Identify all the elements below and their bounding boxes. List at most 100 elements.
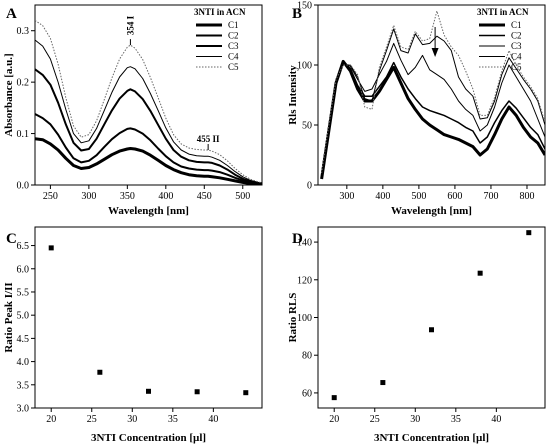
plot-frame	[317, 226, 546, 409]
panel-label: C	[6, 231, 17, 247]
y-tick-label: 150	[297, 1, 312, 12]
x-tick-label: 40	[491, 414, 501, 425]
x-tick-label: 500	[411, 191, 426, 202]
legend-entry: C1	[511, 20, 522, 30]
scatter-point	[380, 380, 386, 386]
x-tick-label: 800	[519, 191, 534, 202]
y-axis-label: Rls Intensity	[287, 65, 299, 125]
plot-frame	[317, 4, 546, 186]
y-tick-label: 100	[297, 61, 312, 72]
legend-entry: C3	[228, 41, 239, 51]
scatter-point	[194, 389, 200, 395]
y-tick-label: 60	[302, 388, 312, 399]
panel-a: A 250 300 350 400 450 500 0.0 0.1 0.2 0.3 Wavelengt…	[3, 4, 263, 217]
plot-frame	[34, 226, 263, 409]
y-tick-label: 4.0	[17, 357, 30, 368]
legend-title: 3NTI in ACN	[477, 7, 529, 17]
panel-label: B	[292, 6, 302, 22]
x-tick-label: 400	[158, 191, 173, 202]
x-tick-label: 450	[197, 191, 212, 202]
x-tick-label: 350	[120, 191, 135, 202]
x-tick-label: 30	[127, 414, 137, 425]
peak-annotation: 455 II	[197, 134, 220, 144]
x-tick-label: 20	[329, 414, 339, 425]
x-tick-label: 700	[483, 191, 498, 202]
y-tick-label: 0.0	[17, 181, 30, 192]
series-line-c1	[320, 59, 545, 180]
y-tick-label: 4.5	[17, 334, 30, 345]
panel-c: C 20 25 30 35 40 3.0 3.5 4.0 4.5 5.0 5.5 6.0 6.5 3NTI …	[3, 226, 263, 444]
legend-entry: C3	[511, 41, 522, 51]
y-tick-label: 3.5	[17, 380, 30, 391]
x-tick-label: 500	[235, 191, 250, 202]
legend-entry: C2	[511, 31, 522, 41]
legend-entry: C4	[228, 52, 239, 62]
x-tick-label: 30	[410, 414, 420, 425]
scatter-point	[48, 245, 54, 251]
y-tick-label: 3.0	[17, 404, 30, 415]
y-tick-label: 140	[297, 238, 312, 249]
x-tick-label: 20	[46, 414, 56, 425]
y-tick-label: 0	[307, 181, 312, 192]
x-tick-label: 250	[43, 191, 58, 202]
legend-entry: C2	[228, 31, 239, 41]
y-axis-label: Absorbance [a.u.]	[3, 53, 15, 136]
scatter-point	[243, 390, 249, 396]
x-axis-label: 3NTI Concentration [µl]	[91, 432, 206, 444]
y-axis-label: Ratio RLS	[287, 293, 299, 343]
scatter-point	[429, 327, 434, 333]
y-tick-label: 120	[297, 275, 312, 286]
plot-frame	[34, 4, 263, 186]
series-line-c2	[320, 60, 545, 176]
y-tick-label: 6.5	[17, 241, 30, 252]
y-tick-label: 6.0	[17, 264, 30, 275]
scatter-point	[477, 270, 483, 276]
x-axis-label: Wavelength [nm]	[391, 205, 472, 217]
y-tick-label: 50	[302, 121, 312, 132]
y-tick-label: 5.5	[17, 287, 30, 298]
series-line-c5	[321, 10, 545, 174]
panel-label: A	[6, 6, 17, 22]
x-tick-label: 40	[208, 414, 218, 425]
x-tick-label: 25	[87, 414, 97, 425]
scatter-point	[97, 369, 103, 375]
legend-entry: C1	[228, 20, 239, 30]
legend-entry: C5	[228, 62, 239, 72]
arrow-head-icon	[431, 48, 439, 57]
panel-b: B 300 400 500 600 700 800 0 50 100 150 Wavelength […	[287, 1, 546, 217]
scatter-point	[331, 395, 337, 401]
x-tick-label: 400	[375, 191, 390, 202]
y-tick-label: 100	[297, 313, 312, 324]
x-axis-label: 3NTI Concentration [µl]	[374, 432, 489, 444]
peak-annotation: 354 I	[125, 15, 135, 35]
legend-title: 3NTI in ACN	[194, 7, 246, 17]
y-tick-label: 0.2	[17, 78, 30, 89]
series-line-c4	[35, 39, 262, 184]
x-tick-label: 300	[339, 191, 354, 202]
y-axis-label: Ratio Peak I/II	[3, 282, 15, 352]
x-tick-label: 35	[168, 414, 178, 425]
y-tick-label: 0.1	[17, 129, 30, 140]
series-group	[35, 19, 262, 185]
x-tick-label: 600	[447, 191, 462, 202]
series-group	[320, 10, 545, 180]
series-line-c2	[35, 113, 262, 185]
x-tick-label: 300	[81, 191, 96, 202]
panel-d: D 20 25 30 35 40 60 80 100 120 140 3NTI Concentrati…	[287, 226, 546, 444]
x-tick-label: 25	[370, 414, 380, 425]
legend-entry: C4	[511, 52, 522, 62]
x-tick-label: 35	[451, 414, 461, 425]
y-tick-label: 0.3	[17, 26, 30, 37]
panel-label: D	[292, 231, 303, 247]
scatter-point	[526, 230, 532, 236]
legend-entry: C5	[511, 62, 522, 72]
x-axis-label: Wavelength [nm]	[108, 205, 189, 217]
series-line-c3	[35, 68, 262, 185]
series-line-c1	[35, 137, 262, 185]
y-tick-label: 80	[302, 351, 312, 362]
scatter-point	[146, 388, 151, 394]
y-tick-label: 5.0	[17, 311, 30, 322]
